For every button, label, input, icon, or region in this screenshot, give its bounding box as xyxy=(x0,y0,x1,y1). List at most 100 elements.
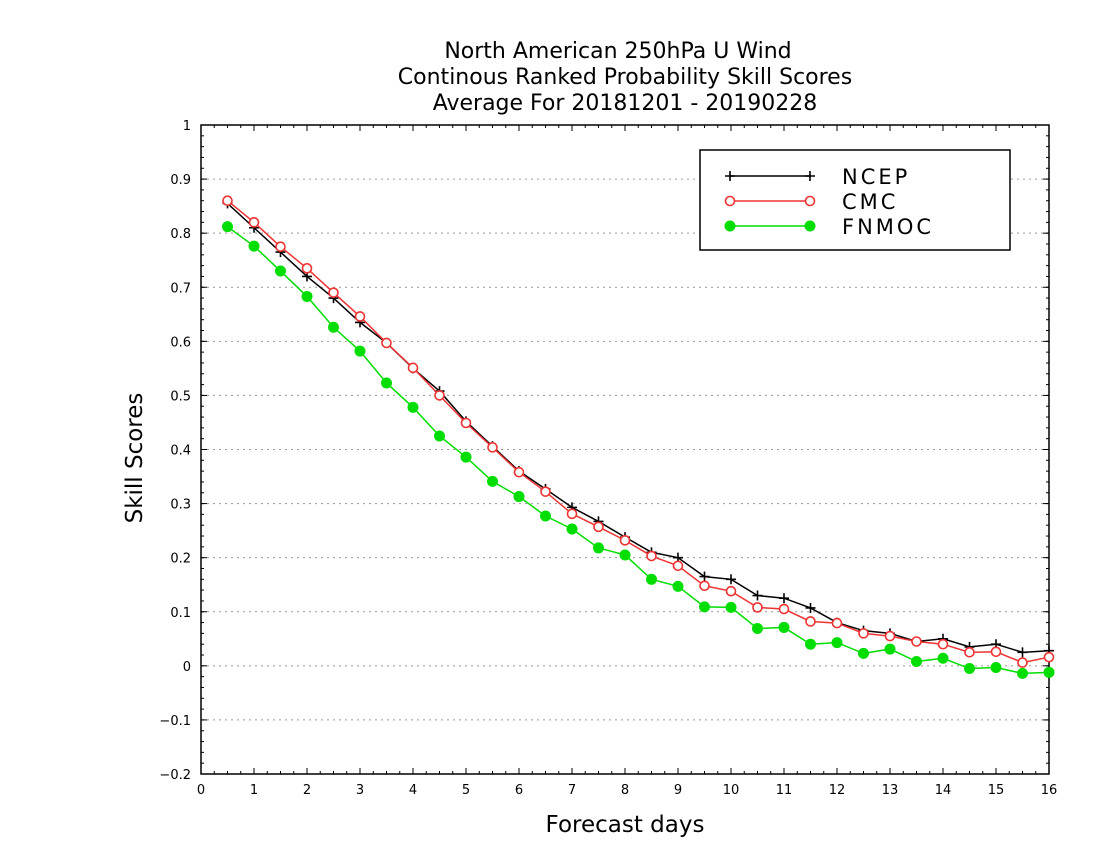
x-tick-label: 14 xyxy=(935,783,952,798)
series-layer xyxy=(222,195,1055,679)
data-point-fnmoc xyxy=(513,491,525,503)
data-point-cmc xyxy=(805,616,816,627)
data-point-fnmoc xyxy=(460,451,472,463)
legend-marker-fnmoc xyxy=(724,220,736,232)
y-axis: −0.2 −0.1 0 0.1 0.2 0.3 0.4 0.5 0.6 0.7 0.8 0.9 1 xyxy=(159,119,1049,783)
data-point-fnmoc xyxy=(964,663,975,675)
legend-label-fnmoc: FNMOC xyxy=(842,215,934,239)
data-point-fnmoc xyxy=(884,643,896,655)
y-tick-label: 0.3 xyxy=(170,498,191,513)
data-point-cmc xyxy=(328,287,339,298)
data-point-fnmoc xyxy=(990,661,1002,673)
data-point-fnmoc xyxy=(381,377,392,389)
data-point-cmc xyxy=(646,550,657,562)
x-tick-label: 10 xyxy=(723,783,740,798)
x-tick-label: 16 xyxy=(1041,783,1058,798)
data-point-ncep xyxy=(1017,647,1028,658)
data-point-ncep xyxy=(779,593,789,604)
chart-title: North American 250hPa U Wind Continous R… xyxy=(398,39,852,116)
data-point-cmc xyxy=(513,466,525,478)
x-tick-label: 5 xyxy=(462,783,470,798)
data-point-cmc xyxy=(1043,651,1055,663)
legend-label-cmc: CMC xyxy=(842,190,898,214)
x-tick-label: 9 xyxy=(674,783,682,798)
data-point-cmc xyxy=(460,417,472,429)
data-point-fnmoc xyxy=(275,265,286,277)
series-line-cmc xyxy=(227,200,1050,664)
y-tick-label: 0.7 xyxy=(170,281,191,296)
data-point-cmc xyxy=(381,337,392,349)
data-point-ncep xyxy=(805,602,816,613)
data-point-fnmoc xyxy=(725,601,737,613)
x-axis: 0 1 2 3 4 5 6 7 8 9 10 11 12 13 14 15 16 xyxy=(197,125,1057,798)
data-point-cmc xyxy=(248,217,260,228)
data-point-fnmoc xyxy=(328,321,339,333)
x-tick-label: 12 xyxy=(829,783,846,798)
data-point-fnmoc xyxy=(858,647,869,659)
chart-title-line-3: Average For 20181201 - 20190228 xyxy=(433,91,818,116)
data-point-cmc xyxy=(911,636,922,647)
data-point-cmc xyxy=(407,362,419,374)
data-point-fnmoc xyxy=(805,638,816,650)
data-point-cmc xyxy=(275,241,286,252)
y-tick-label: 0.9 xyxy=(170,173,191,188)
data-point-cmc xyxy=(778,603,790,615)
x-tick-label: 7 xyxy=(568,783,576,798)
data-point-fnmoc xyxy=(937,652,949,664)
data-point-cmc xyxy=(566,508,578,520)
series-line-fnmoc xyxy=(227,226,1050,675)
legend-item-fnmoc: FNMOC xyxy=(724,215,934,239)
x-tick-label: 2 xyxy=(303,783,311,798)
legend-marker-ncep xyxy=(805,171,815,181)
y-tick-label: 0.1 xyxy=(170,606,191,621)
chart-title-line-2: Continous Ranked Probability Skill Score… xyxy=(398,65,852,90)
chart-title-line-1: North American 250hPa U Wind xyxy=(444,39,791,64)
data-point-ncep xyxy=(699,571,710,582)
data-point-fnmoc xyxy=(911,656,922,668)
series-fnmoc xyxy=(222,221,1055,679)
data-point-cmc xyxy=(540,486,551,497)
x-tick-label: 1 xyxy=(250,783,258,798)
data-point-fnmoc xyxy=(1043,666,1055,678)
data-point-fnmoc xyxy=(699,601,710,613)
y-axis-title: Skill Scores xyxy=(122,393,148,524)
data-point-fnmoc xyxy=(301,290,313,302)
grid-lines xyxy=(201,178,1049,721)
data-point-cmc xyxy=(434,390,445,401)
data-point-fnmoc xyxy=(248,240,260,252)
y-tick-label: 0 xyxy=(183,660,191,675)
x-axis-title: Forecast days xyxy=(546,812,705,838)
legend-marker-cmc xyxy=(804,195,816,207)
data-point-cmc xyxy=(699,580,710,592)
y-tick-label: 1 xyxy=(183,119,191,134)
data-point-fnmoc xyxy=(752,623,763,635)
y-tick-label: −0.1 xyxy=(159,714,191,729)
data-point-ncep xyxy=(752,590,763,601)
data-point-cmc xyxy=(752,602,763,613)
data-point-fnmoc xyxy=(222,221,233,233)
legend-marker-ncep xyxy=(725,171,735,181)
data-point-fnmoc xyxy=(566,523,578,535)
data-point-fnmoc xyxy=(778,621,790,633)
data-point-cmc xyxy=(593,521,604,533)
y-tick-label: 0.6 xyxy=(170,335,191,350)
data-point-fnmoc xyxy=(407,401,419,413)
data-point-cmc xyxy=(487,442,498,453)
data-point-fnmoc xyxy=(487,475,498,487)
data-point-cmc xyxy=(858,628,869,639)
series-cmc xyxy=(222,195,1055,668)
data-point-fnmoc xyxy=(831,637,843,649)
data-point-cmc xyxy=(222,195,233,207)
data-point-cmc xyxy=(884,630,896,642)
data-point-cmc xyxy=(1017,657,1028,668)
x-tick-label: 13 xyxy=(882,783,899,798)
data-point-cmc xyxy=(964,647,975,658)
legend-box xyxy=(699,149,1011,251)
x-tick-label: 0 xyxy=(197,783,205,798)
data-point-fnmoc xyxy=(540,510,551,522)
data-point-ncep xyxy=(726,574,736,585)
y-tick-label: 0.8 xyxy=(170,227,191,242)
legend-marker-cmc xyxy=(724,195,736,207)
